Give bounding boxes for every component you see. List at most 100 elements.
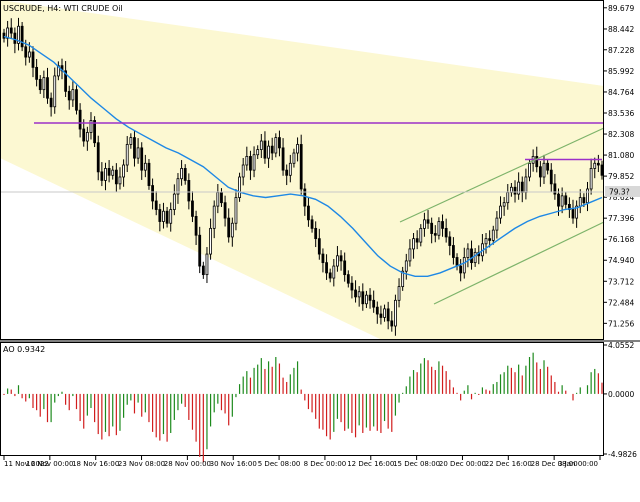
- candle-body: [234, 197, 238, 224]
- candle-body: [506, 192, 510, 204]
- candle-body: [575, 205, 579, 219]
- candle-body: [114, 169, 118, 185]
- candle-body: [538, 166, 542, 178]
- candle-body: [89, 120, 93, 133]
- candle-body: [499, 205, 502, 219]
- candle-body: [64, 70, 68, 92]
- candle-body: [307, 205, 310, 221]
- candle-body: [404, 260, 408, 272]
- candle-body: [586, 188, 589, 204]
- candle-body: [596, 162, 600, 166]
- candle-body: [104, 168, 107, 181]
- candle-body: [354, 289, 357, 298]
- candle-body: [390, 320, 394, 327]
- candle-body: [42, 77, 46, 91]
- candle-body: [419, 227, 423, 243]
- price-axis[interactable]: 89.679 88.442 87.228 85.992 84.764 83.536 82.3…: [604, 4, 634, 329]
- ao-tick-label: -4.9826: [608, 450, 637, 459]
- candle-body: [549, 169, 553, 185]
- time-tick-label: 28 Dec 08:00: [531, 460, 578, 468]
- price-tick-label: 83.536: [608, 109, 634, 118]
- candle-body: [564, 195, 568, 205]
- candle-body: [375, 306, 379, 315]
- candle-body: [462, 257, 466, 274]
- candle-body: [129, 137, 133, 145]
- candle-body: [495, 217, 499, 231]
- candle-body: [201, 265, 205, 276]
- candle-body: [560, 195, 564, 207]
- price-tick-label: 84.764: [608, 88, 634, 97]
- candle-body: [78, 109, 82, 130]
- candle-body: [49, 97, 53, 108]
- candle-body: [183, 168, 187, 181]
- candle-body: [216, 192, 220, 207]
- candle-body: [365, 294, 368, 305]
- time-tick-label: 3 Jan 00:00: [558, 460, 598, 468]
- rising-channel-lower-line[interactable]: [433, 221, 605, 305]
- candle-body: [578, 197, 582, 207]
- candle-body: [27, 51, 31, 58]
- time-tick-label: 20 Dec 00:00: [439, 460, 486, 468]
- candle-body: [198, 234, 202, 267]
- candle-body: [401, 270, 405, 288]
- time-tick-label: 8 Dec 00:00: [304, 460, 347, 468]
- candle-body: [361, 291, 365, 305]
- candle-body: [412, 238, 415, 250]
- candle-body: [321, 253, 325, 264]
- candle-body: [317, 238, 321, 255]
- candle-body: [466, 248, 470, 258]
- candle-body: [191, 200, 194, 217]
- candle-body: [194, 215, 198, 236]
- candle-body: [470, 248, 473, 264]
- candle-body: [147, 162, 151, 186]
- candle-body: [13, 32, 17, 44]
- candle-body: [379, 313, 383, 318]
- candle-body: [350, 282, 354, 291]
- candle-body: [180, 168, 183, 180]
- candle-body: [245, 156, 249, 166]
- rising-channel-upper-line[interactable]: [399, 127, 605, 223]
- time-tick-label: 12 Dec 16:00: [347, 460, 394, 468]
- candle-body: [553, 183, 557, 195]
- ao-tick-label: 4.0552: [608, 341, 634, 350]
- price-tick-label: 73.712: [608, 277, 634, 286]
- candle-body: [220, 192, 223, 204]
- candle-body: [151, 185, 154, 202]
- candle-body: [85, 132, 89, 142]
- candle-body: [433, 233, 437, 236]
- candle-body: [288, 162, 292, 176]
- candle-body: [524, 176, 528, 193]
- candle-body: [209, 227, 212, 255]
- candle-body: [488, 238, 492, 241]
- price-tick-label: 81.080: [608, 151, 634, 160]
- candle-body: [227, 217, 231, 238]
- price-tick-label: 72.484: [608, 298, 634, 307]
- candle-body: [520, 181, 524, 193]
- candle-body: [187, 180, 191, 202]
- candle-body: [238, 176, 241, 198]
- candle-body: [423, 219, 426, 229]
- candle-body: [67, 90, 71, 101]
- candle-body: [542, 162, 546, 178]
- price-tick-label: 87.228: [608, 46, 634, 55]
- price-tick-label: 77.396: [608, 214, 634, 223]
- candle-body: [285, 169, 289, 176]
- price-tick-label: 88.442: [608, 25, 634, 34]
- ao-label: AO 0.9342: [3, 345, 45, 354]
- candle-body: [31, 51, 35, 68]
- candle-body: [162, 210, 165, 222]
- moving-average-line: [3, 35, 603, 277]
- time-tick-label: 22 Dec 16:00: [485, 460, 532, 468]
- candle-body: [241, 164, 245, 178]
- candle-body: [38, 78, 42, 91]
- candle-body: [93, 120, 97, 144]
- candle-body: [158, 209, 162, 222]
- candle-body: [408, 248, 412, 262]
- candle-body: [259, 140, 263, 150]
- candle-body: [582, 197, 586, 204]
- candle-body: [397, 286, 401, 301]
- candle-body: [205, 253, 209, 276]
